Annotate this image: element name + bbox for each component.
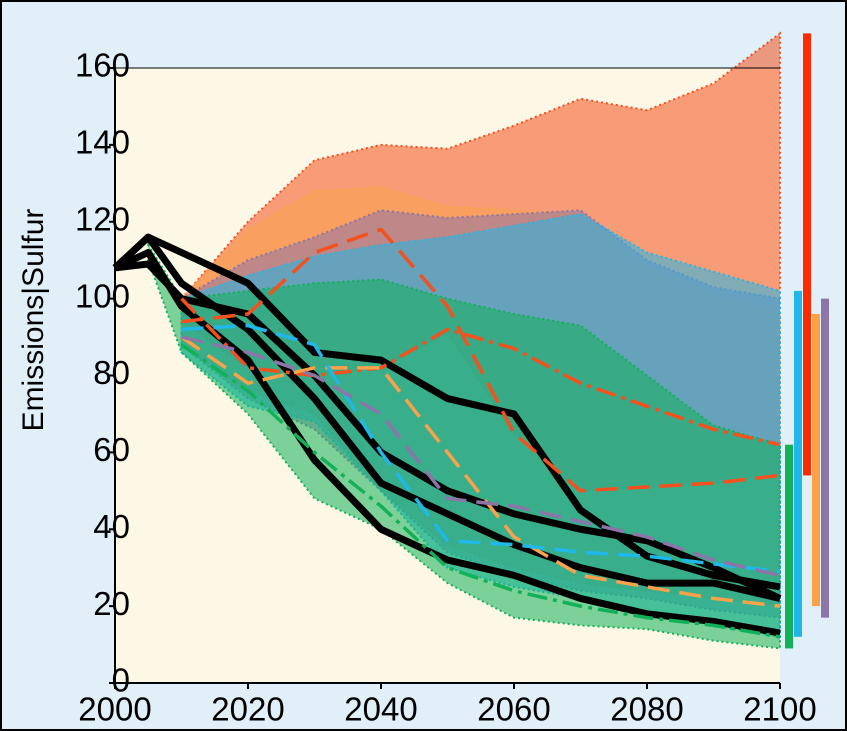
y-tick-label: 160 — [75, 47, 130, 84]
y-tick-label: 0 — [112, 662, 130, 699]
x-tick-label: 2040 — [344, 691, 417, 728]
y-tick-label: 140 — [75, 124, 130, 161]
range-bar — [803, 33, 811, 476]
x-tick-label: 2000 — [78, 691, 151, 728]
y-tick-label: 20 — [93, 585, 130, 622]
range-bar — [794, 290, 802, 637]
range-bar — [785, 444, 793, 649]
y-tick-label: 120 — [75, 200, 130, 237]
series-line — [180, 343, 781, 639]
x-tick-label: 2020 — [211, 691, 284, 728]
series-line — [181, 335, 781, 578]
series-line — [181, 227, 781, 493]
x-tick-label: 2060 — [477, 691, 550, 728]
series-line — [181, 323, 781, 574]
series-line — [113, 249, 781, 637]
y-tick-label: 80 — [93, 354, 130, 391]
series-line — [180, 297, 781, 447]
y-tick-label: 100 — [75, 277, 130, 314]
y-tick-label: 60 — [93, 431, 130, 468]
x-tick-label: 2100 — [743, 691, 816, 728]
x-tick-label: 2080 — [610, 691, 683, 728]
series-line — [112, 233, 781, 602]
y-tick-label: 40 — [93, 508, 130, 545]
series-line — [112, 233, 781, 591]
series-line — [180, 335, 781, 608]
range-bar — [821, 298, 829, 618]
range-bar — [812, 314, 820, 607]
y-axis-label: Emissions|Sulfur — [17, 209, 50, 432]
